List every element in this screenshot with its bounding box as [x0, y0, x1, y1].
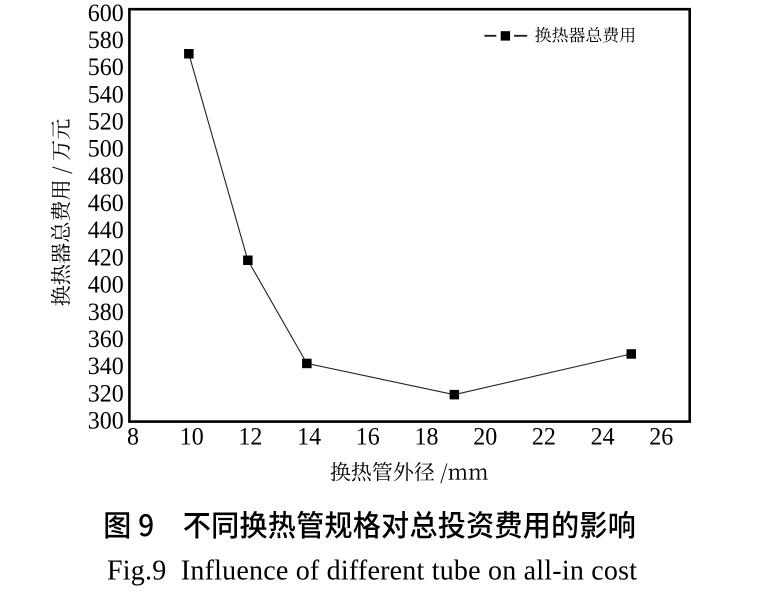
- svg-text:16: 16: [356, 423, 380, 451]
- svg-text:Fig.9 Influence of different: Fig.9 Influence of different tube on all…: [107, 556, 637, 587]
- svg-text:22: 22: [532, 423, 556, 451]
- svg-text:10: 10: [180, 423, 204, 451]
- svg-text:26: 26: [649, 423, 673, 451]
- svg-text:500: 500: [88, 135, 124, 163]
- svg-text:440: 440: [88, 217, 124, 245]
- svg-text:420: 420: [88, 244, 124, 272]
- svg-text:600: 600: [88, 0, 124, 27]
- svg-text:8: 8: [127, 423, 139, 451]
- svg-text:14: 14: [297, 423, 321, 451]
- svg-text:380: 380: [88, 298, 124, 326]
- svg-text:20: 20: [473, 423, 497, 451]
- svg-text:480: 480: [88, 162, 124, 190]
- svg-text:400: 400: [88, 271, 124, 299]
- svg-text:520: 520: [88, 108, 124, 136]
- svg-text:560: 560: [88, 54, 124, 82]
- svg-text:340: 340: [88, 353, 124, 381]
- svg-text:580: 580: [88, 27, 124, 55]
- svg-text:360: 360: [88, 325, 124, 353]
- svg-text:320: 320: [88, 380, 124, 408]
- svg-text:300: 300: [88, 407, 124, 435]
- svg-text:18: 18: [415, 423, 439, 451]
- svg-text:540: 540: [88, 81, 124, 109]
- svg-text:460: 460: [88, 190, 124, 218]
- svg-text:12: 12: [238, 423, 262, 451]
- svg-text:24: 24: [591, 423, 615, 451]
